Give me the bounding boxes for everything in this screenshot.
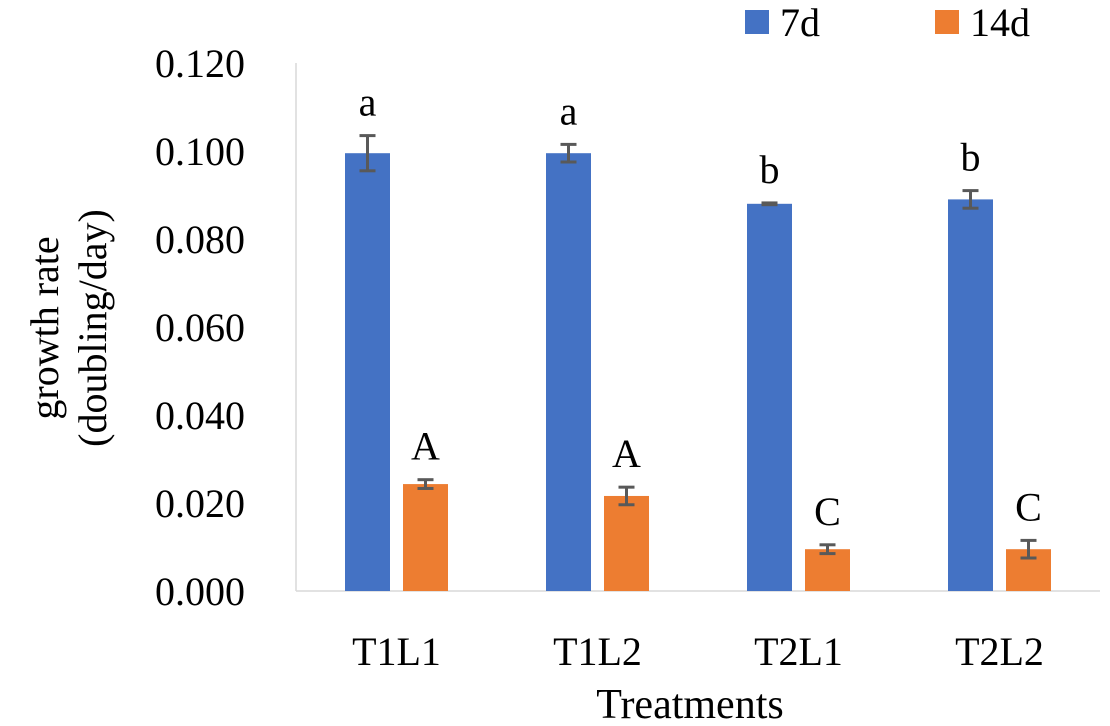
y-axis: 0.000 0.020 0.040 0.060 0.080 0.100 0.120 [155, 41, 297, 614]
y-tick-label: 0.080 [155, 217, 245, 262]
error-bar-7d-T1L1 [359, 134, 376, 173]
error-bar-7d-T1L2 [560, 142, 577, 164]
significance-label: a [560, 88, 578, 133]
y-tick-label: 0.040 [155, 393, 245, 438]
y-tick-label: 0.100 [155, 129, 245, 174]
y-tick-label: 0.120 [155, 41, 245, 86]
legend-label-7d: 7d [780, 0, 820, 45]
bar-7d-T1L2 [546, 153, 591, 591]
legend: 7d 14d [745, 0, 1030, 45]
bar-14d-T2L1 [805, 549, 850, 591]
significance-label: C [814, 489, 841, 534]
error-bar-14d-T2L2 [1020, 538, 1037, 560]
legend-swatch-7d [745, 10, 769, 34]
x-tick-label: T1L1 [352, 629, 441, 674]
legend-swatch-14d [935, 10, 959, 34]
y-tick-label: 0.020 [155, 481, 245, 526]
error-bar-7d-T2L1 [761, 201, 778, 207]
significance-label: b [760, 147, 780, 192]
significance-label: C [1015, 484, 1042, 529]
bar-14d-T1L2 [604, 495, 649, 591]
bar-14d-T1L1 [403, 484, 448, 591]
bar-7d-T1L1 [345, 153, 390, 591]
bar-7d-T2L1 [747, 203, 792, 592]
x-tick-label: T1L2 [553, 629, 642, 674]
y-axis-title-line2: (doubling/day) [70, 209, 115, 447]
y-tick-label: 0.060 [155, 305, 245, 350]
x-tick-label: T2L1 [754, 629, 843, 674]
x-axis: T1L1 T1L2 T2L1 T2L2 [296, 590, 1100, 674]
error-bar-7d-T2L2 [962, 189, 979, 210]
bar-7d-T2L2 [948, 199, 993, 591]
legend-label-14d: 14d [970, 0, 1030, 45]
x-tick-label: T2L2 [955, 629, 1044, 674]
y-tick-label: 0.000 [155, 569, 245, 614]
error-bar-14d-T1L1 [417, 478, 434, 490]
significance-label: A [612, 431, 641, 476]
significance-label: A [411, 424, 440, 469]
error-bar-14d-T2L1 [819, 543, 836, 556]
y-axis-title-line1: growth rate [22, 236, 67, 419]
x-axis-title: Treatments [596, 682, 783, 726]
significance-label: a [359, 80, 377, 125]
significance-label: b [961, 135, 981, 180]
error-bar-14d-T1L2 [618, 485, 635, 507]
bars: a Aa Ab Cb C [345, 80, 1051, 592]
